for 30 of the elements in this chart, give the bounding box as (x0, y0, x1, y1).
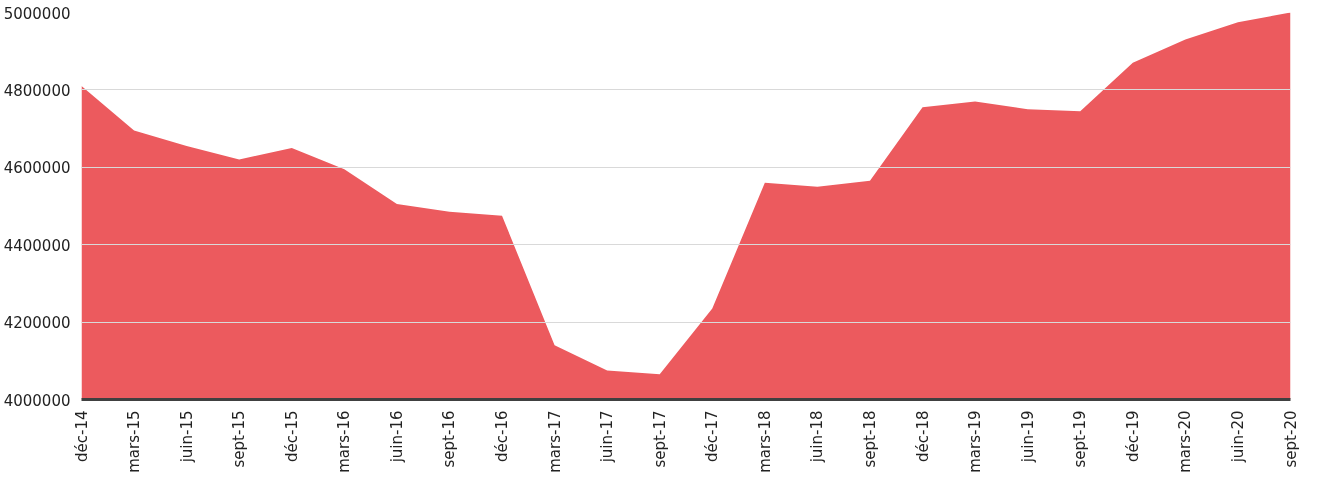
x-tick-label: sept-20 (1281, 410, 1300, 468)
x-tick-label: juin-20 (1228, 410, 1247, 464)
y-tick-label: 5000000 (3, 4, 71, 23)
x-tick-label: sept-19 (1071, 410, 1090, 468)
x-tick-label: sept-15 (230, 410, 249, 468)
x-tick-label: juin-18 (808, 410, 827, 464)
x-tick-label: sept-18 (860, 410, 879, 468)
y-tick-label: 4800000 (3, 81, 71, 100)
x-tick-label: mars-18 (755, 410, 774, 473)
x-tick-label: déc-15 (282, 410, 301, 462)
x-tick-label: déc-16 (493, 410, 512, 462)
y-tick-label: 4000000 (3, 391, 71, 410)
x-tick-label: déc-19 (1123, 410, 1142, 462)
y-tick-label: 4200000 (3, 314, 71, 333)
x-tick-label: mars-20 (1176, 410, 1195, 473)
x-tick-label: juin-15 (177, 410, 196, 464)
x-tick-label: mars-16 (335, 410, 354, 473)
x-tick-label: déc-17 (703, 410, 722, 462)
x-tick-label: mars-17 (545, 410, 564, 473)
x-tick-label: déc-14 (72, 410, 91, 462)
x-tick-label: déc-18 (913, 410, 932, 462)
x-tick-label: juin-19 (1018, 410, 1037, 464)
x-tick-label: sept-17 (650, 410, 669, 468)
x-tick-label: sept-16 (440, 410, 459, 468)
x-tick-label: juin-16 (387, 410, 406, 464)
x-tick-label: mars-15 (125, 410, 144, 473)
x-tick-label: juin-17 (598, 410, 617, 464)
y-tick-label: 4600000 (3, 159, 71, 178)
y-tick-label: 4400000 (3, 236, 71, 255)
x-tick-label: mars-19 (966, 410, 985, 473)
